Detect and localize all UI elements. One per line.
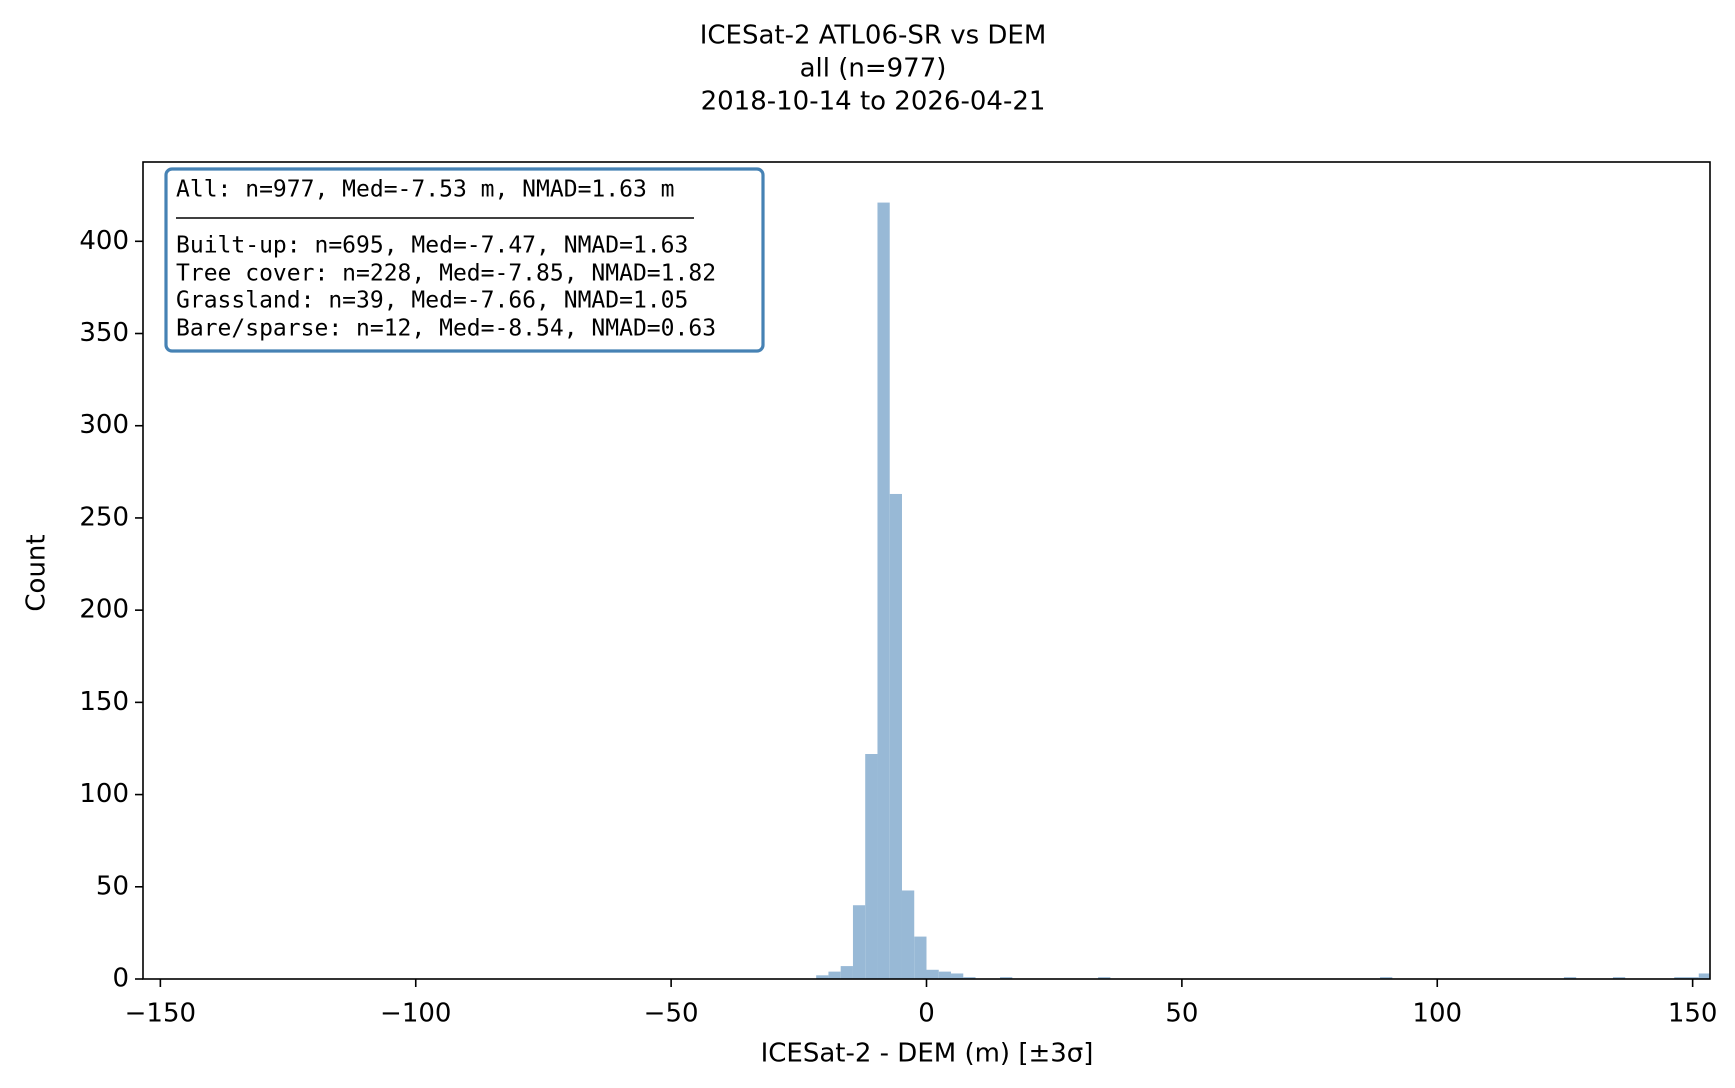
bar bbox=[926, 969, 939, 979]
bar bbox=[938, 971, 952, 979]
bar bbox=[840, 966, 853, 979]
x-tick-label: 0 bbox=[918, 999, 935, 1029]
x-tick-label: −100 bbox=[380, 999, 451, 1029]
bar bbox=[1380, 977, 1393, 979]
y-tick-label: 50 bbox=[96, 871, 129, 901]
y-tick-label: 350 bbox=[79, 318, 129, 348]
x-tick-label: 150 bbox=[1668, 999, 1718, 1029]
chart-title: ICESat-2 ATL06-SR vs DEM bbox=[700, 21, 1047, 51]
chart-title: 2018-10-14 to 2026-04-21 bbox=[701, 87, 1046, 117]
bar bbox=[877, 202, 890, 979]
y-tick-label: 250 bbox=[79, 502, 129, 532]
stats-line: Built-up: n=695, Med=-7.47, NMAD=1.63 bbox=[176, 233, 688, 259]
stats-box bbox=[164, 167, 765, 353]
bar bbox=[1563, 977, 1577, 979]
bar bbox=[1674, 977, 1687, 979]
bar bbox=[1686, 977, 1699, 979]
y-axis-label: Count bbox=[22, 534, 52, 611]
bar bbox=[1000, 977, 1013, 979]
x-tick-label: 50 bbox=[1165, 999, 1198, 1029]
bar bbox=[963, 977, 976, 979]
stats-line: Tree cover: n=228, Med=-7.85, NMAD=1.82 bbox=[176, 261, 716, 287]
stats-line: All: n=977, Med=-7.53 m, NMAD=1.63 m bbox=[176, 177, 675, 203]
bars bbox=[816, 202, 1710, 979]
bar bbox=[951, 973, 964, 979]
y-tick-label: 400 bbox=[79, 226, 129, 256]
x-tick-label: −50 bbox=[644, 999, 699, 1029]
bar bbox=[865, 754, 878, 979]
y-tick-label: 0 bbox=[112, 964, 129, 994]
x-axis-label: ICESat-2 - DEM (m) [±3σ] bbox=[761, 1039, 1094, 1069]
x-tick-label: −150 bbox=[125, 999, 196, 1029]
stats-line: Grassland: n=39, Med=-7.66, NMAD=1.05 bbox=[176, 288, 688, 314]
bar bbox=[914, 936, 927, 979]
bar bbox=[1098, 977, 1111, 979]
bar bbox=[828, 971, 841, 979]
chart-title: all (n=977) bbox=[800, 54, 947, 84]
y-tick-label: 150 bbox=[79, 687, 129, 717]
bar bbox=[1698, 973, 1710, 979]
bar bbox=[901, 890, 915, 979]
y-tick-label: 200 bbox=[79, 595, 129, 625]
bar bbox=[889, 493, 902, 979]
x-tick-label: 100 bbox=[1412, 999, 1462, 1029]
bar bbox=[816, 975, 829, 979]
bar bbox=[852, 905, 866, 979]
stats-line: Bare/sparse: n=12, Med=-8.54, NMAD=0.63 bbox=[176, 316, 716, 342]
y-tick-label: 100 bbox=[79, 779, 129, 809]
bar bbox=[1612, 977, 1626, 979]
y-tick-label: 300 bbox=[79, 410, 129, 440]
